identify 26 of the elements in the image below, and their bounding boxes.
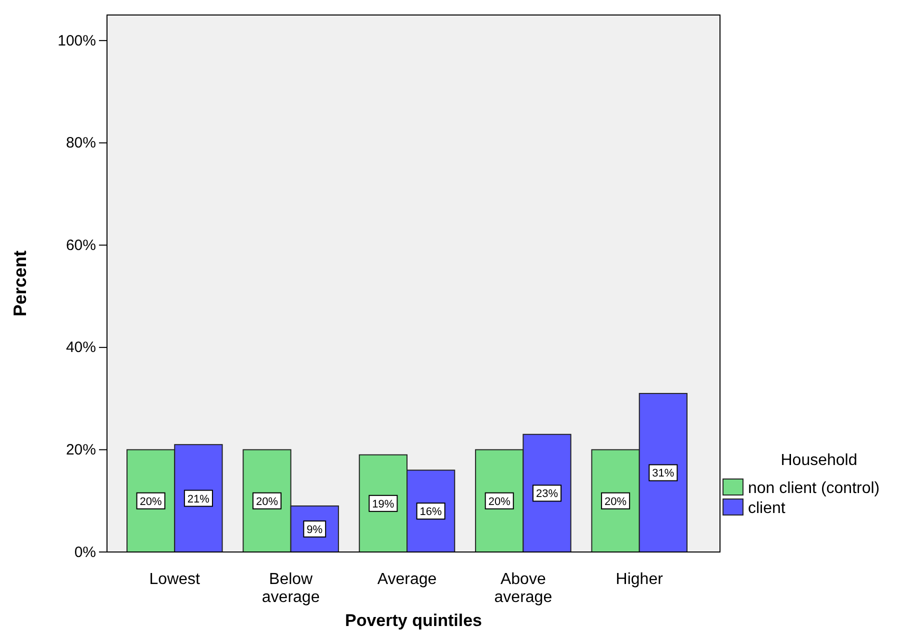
y-tick-label: 0% — [74, 544, 96, 561]
x-tick-label: Higher — [616, 571, 664, 588]
data-label: 16% — [420, 506, 442, 518]
y-tick-label: 40% — [66, 339, 96, 356]
data-label: 20% — [256, 496, 278, 508]
x-tick-label: Average — [377, 571, 437, 588]
y-axis-title: Percent — [10, 250, 30, 317]
y-tick-label: 100% — [58, 32, 96, 50]
y-tick-label: 80% — [66, 134, 96, 152]
data-label: 23% — [536, 488, 558, 500]
data-label: 20% — [140, 496, 162, 508]
data-label: 19% — [372, 498, 394, 510]
legend-label: client — [748, 500, 786, 517]
x-axis-title: Poverty quintiles — [345, 611, 482, 630]
x-tick-label: Below average — [262, 571, 320, 606]
data-label: 21% — [187, 493, 210, 506]
data-label: 20% — [604, 496, 627, 508]
x-tick-label: Above average — [494, 571, 552, 606]
y-tick-label: 20% — [66, 442, 96, 459]
x-tick-label: Lowest — [149, 571, 201, 588]
legend-title: Household — [780, 452, 858, 469]
legend-label: non client (control) — [748, 480, 880, 497]
y-tick-label: 60% — [66, 236, 96, 254]
data-label: 9% — [306, 524, 323, 536]
data-label: 31% — [652, 468, 674, 480]
data-label: 20% — [488, 496, 511, 508]
